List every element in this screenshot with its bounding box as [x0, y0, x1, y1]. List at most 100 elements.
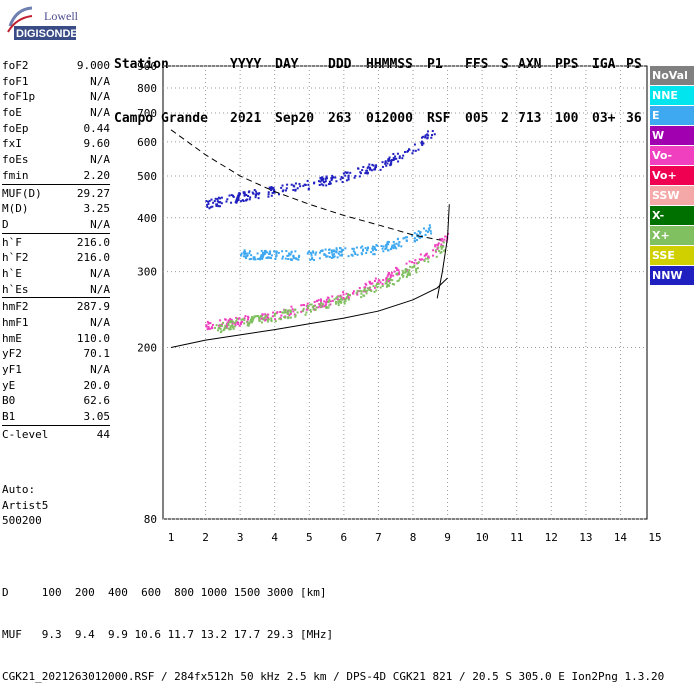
header-value-3: 263	[328, 111, 352, 126]
data-point	[379, 286, 382, 289]
data-point	[403, 236, 406, 239]
data-point	[328, 183, 331, 186]
data-point	[392, 157, 395, 160]
data-point	[404, 270, 407, 273]
data-point	[213, 200, 216, 203]
data-point	[271, 187, 274, 190]
data-point	[363, 286, 366, 289]
data-point	[407, 273, 410, 276]
param-key: C-level	[2, 427, 49, 441]
data-point	[305, 304, 308, 307]
data-point	[367, 165, 370, 168]
data-point	[402, 237, 405, 240]
data-point	[426, 133, 429, 136]
data-point	[319, 180, 322, 183]
y-tick-label: 700	[137, 107, 157, 120]
data-point	[240, 318, 243, 321]
data-point	[220, 202, 223, 205]
data-point	[424, 257, 427, 260]
data-point	[286, 183, 289, 186]
data-point	[325, 184, 328, 187]
muf-curve	[170, 129, 441, 241]
data-point	[296, 187, 299, 190]
data-point	[258, 257, 261, 260]
data-point	[390, 162, 393, 165]
data-point	[415, 233, 418, 236]
data-point	[388, 278, 391, 281]
data-point	[370, 169, 373, 172]
y-tick-label: 500	[137, 170, 157, 183]
data-point	[360, 252, 363, 255]
data-point	[228, 194, 231, 197]
parameter-panel: foF2 9.000 foF1 N/A foF1p N/A foE N/A foEp 0.44 fx…	[2, 58, 110, 443]
data-point	[402, 274, 405, 277]
data-point	[337, 252, 340, 255]
param-key: foEp	[2, 121, 29, 135]
data-point	[332, 256, 335, 259]
data-point	[358, 287, 361, 290]
data-point	[344, 297, 347, 300]
data-point	[288, 309, 291, 312]
param-value: 216.0	[76, 251, 110, 265]
data-point	[417, 230, 420, 233]
data-point	[362, 289, 365, 292]
data-point	[251, 191, 254, 194]
data-point	[401, 272, 404, 275]
data-point	[349, 171, 352, 174]
data-point	[282, 311, 285, 314]
data-point	[390, 159, 393, 162]
data-point	[330, 249, 333, 252]
data-point	[397, 160, 400, 163]
data-point	[402, 154, 405, 157]
data-point	[387, 157, 390, 160]
data-point	[417, 148, 420, 151]
data-point	[434, 249, 437, 252]
y-tick-label: 400	[137, 212, 157, 225]
data-point	[242, 200, 245, 203]
data-point	[387, 278, 390, 281]
data-point	[237, 318, 240, 321]
data-point	[300, 310, 303, 313]
data-point	[417, 262, 420, 265]
data-point	[350, 253, 353, 256]
data-point	[340, 254, 343, 257]
data-point	[242, 251, 245, 254]
data-point	[219, 325, 222, 328]
data-point	[420, 142, 423, 145]
x-tick-label: 8	[410, 531, 417, 544]
data-point	[323, 305, 326, 308]
header-labels-row: Station YYYY DAY DDD HHMMSS P1 FFS S AXN PPS IGA PS	[114, 56, 642, 74]
param-key: foF1	[2, 74, 29, 88]
header-label-2: DAY	[275, 57, 299, 72]
data-point	[229, 319, 232, 322]
data-point	[381, 284, 384, 287]
data-point	[237, 195, 240, 198]
data-point	[242, 255, 245, 258]
data-point	[297, 256, 300, 259]
data-point	[347, 174, 350, 177]
data-point	[227, 324, 230, 327]
data-point	[290, 250, 293, 253]
param-key: fmin	[2, 168, 29, 182]
data-point	[338, 250, 341, 253]
data-point	[375, 243, 378, 246]
data-point	[334, 176, 337, 179]
data-point	[388, 159, 391, 162]
data-point	[232, 195, 235, 198]
data-point	[396, 269, 399, 272]
data-point	[294, 250, 297, 253]
data-point	[232, 327, 235, 330]
data-point	[246, 321, 249, 324]
data-point	[424, 136, 427, 139]
y-tick-label: 200	[137, 342, 157, 355]
param-key: foF2	[2, 59, 29, 72]
data-point	[264, 318, 267, 321]
data-point	[209, 322, 212, 325]
data-point	[381, 165, 384, 168]
data-point	[344, 247, 347, 250]
data-point	[388, 284, 391, 287]
data-point	[240, 252, 243, 255]
distance-row: D 100 200 400 600 800 1000 1500 3000 [km…	[2, 586, 327, 599]
data-point	[375, 284, 378, 287]
param-row: yF1 N/A	[2, 362, 110, 378]
